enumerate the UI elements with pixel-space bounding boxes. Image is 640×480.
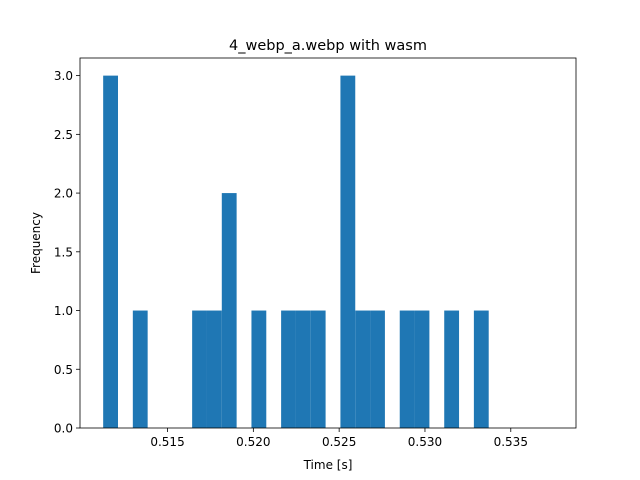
x-axis-ticks: 0.515 0.520 0.525 0.530 0.535: [150, 428, 528, 449]
y-tick-label: 0.0: [54, 422, 73, 436]
y-tick-label: 1.0: [54, 304, 73, 318]
histogram-bar: [310, 310, 326, 428]
histogram-bar: [370, 310, 385, 428]
y-tick-label: 1.5: [54, 245, 73, 259]
y-tick-label: 2.0: [54, 187, 73, 201]
histogram-bar: [206, 310, 222, 428]
y-tick-label: 0.5: [54, 363, 73, 377]
histogram-bar: [414, 310, 430, 428]
histogram-bar: [399, 310, 415, 428]
bars-group: [103, 75, 489, 428]
plot-frame: [79, 57, 577, 429]
histogram-bar: [281, 310, 296, 428]
y-tick-label: 2.5: [54, 128, 73, 142]
y-tick-label: 3.0: [54, 69, 73, 83]
x-tick-label: 0.535: [494, 435, 528, 449]
histogram-bar: [221, 193, 237, 428]
histogram-bar: [251, 310, 267, 428]
histogram-bar: [192, 310, 207, 428]
x-tick-label: 0.530: [408, 435, 442, 449]
chart-title: 4_webp_a.webp with wasm: [229, 38, 427, 54]
histogram-bar: [444, 310, 460, 428]
x-tick-label: 0.520: [236, 435, 270, 449]
y-axis-label: Frequency: [29, 212, 43, 274]
x-tick-label: 0.525: [322, 435, 356, 449]
histogram-bar: [355, 310, 371, 428]
histogram-bar: [473, 310, 489, 428]
histogram-bar: [132, 310, 148, 428]
histogram-bar: [340, 75, 356, 428]
x-tick-label: 0.515: [150, 435, 184, 449]
y-axis-ticks: 0.0 0.5 1.0 1.5 2.0 2.5 3.0: [54, 69, 80, 436]
histogram-bar: [295, 310, 311, 428]
x-axis-label: Time [s]: [303, 458, 353, 472]
histogram-bar: [103, 75, 118, 428]
